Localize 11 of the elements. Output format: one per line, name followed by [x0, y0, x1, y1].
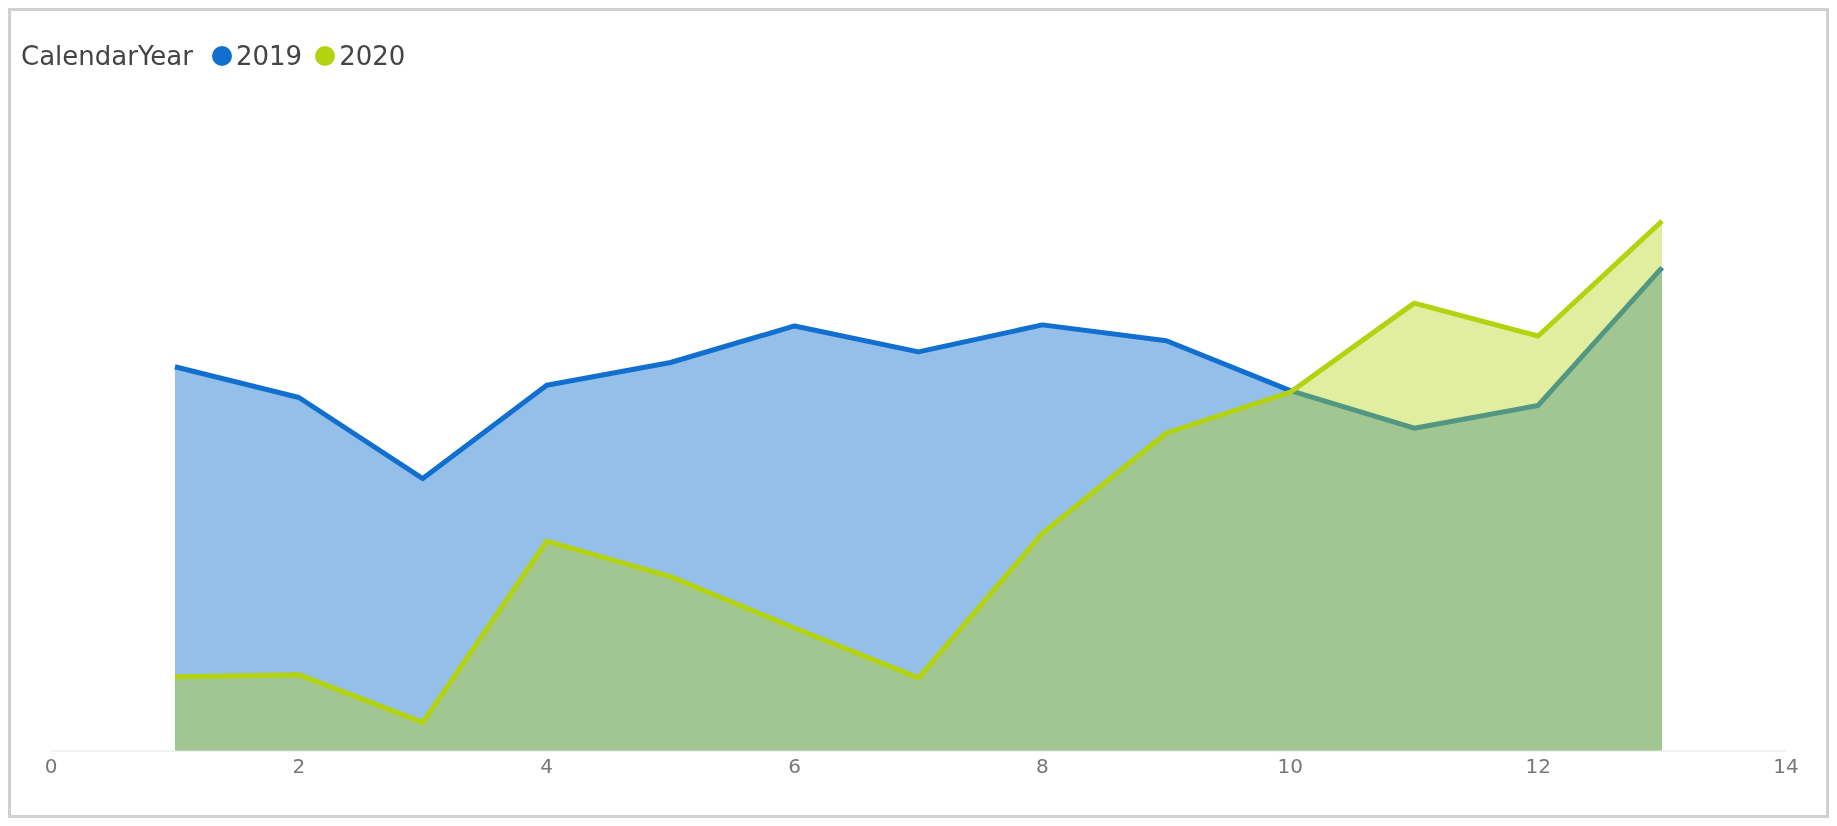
x-tick-label: 14 [1773, 754, 1799, 779]
legend-label: 2019 [235, 41, 303, 71]
x-tick-label: 2 [292, 754, 306, 779]
legend-label: 2020 [339, 41, 406, 71]
x-tick-label: 10 [1277, 754, 1304, 779]
x-tick-label: 12 [1525, 754, 1551, 779]
x-tick-label: 6 [788, 754, 801, 779]
legend-title: CalendarYear [21, 41, 193, 71]
x-tick-label: 4 [540, 754, 554, 779]
x-tick-label: 0 [44, 754, 58, 779]
x-tick-label: 8 [1036, 754, 1049, 779]
